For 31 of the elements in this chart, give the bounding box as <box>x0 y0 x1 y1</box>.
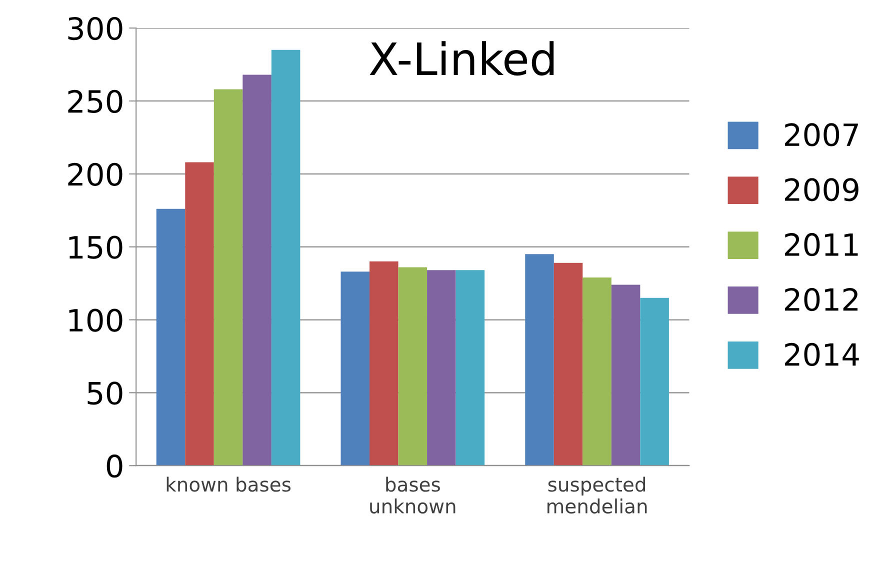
bar <box>582 277 612 466</box>
legend-label: 2007 <box>785 123 858 146</box>
legend-label: 2009 <box>785 178 858 202</box>
legend-label: 2014 <box>785 342 859 366</box>
bar <box>271 50 300 466</box>
bar <box>640 298 669 466</box>
y-tick-label: 100 <box>69 308 122 332</box>
bar <box>525 254 554 466</box>
bar <box>156 208 186 466</box>
bar <box>242 74 272 466</box>
legend-label: 2012 <box>785 288 858 312</box>
bar <box>214 89 243 466</box>
bar <box>427 270 456 466</box>
bar <box>456 270 485 466</box>
bar <box>340 272 370 466</box>
y-tick-label: 50 <box>88 382 122 405</box>
bar <box>185 162 214 466</box>
bar <box>370 261 398 466</box>
chart-title: X-Linked <box>370 41 554 76</box>
x-tick-label: known bases <box>166 476 291 492</box>
y-tick-label: 200 <box>68 162 122 186</box>
bar <box>611 284 640 466</box>
y-tick-label: 150 <box>69 236 122 259</box>
y-tick-label: 0 <box>106 454 122 478</box>
x-tick-label: suspected mendelian <box>548 476 647 514</box>
bar <box>554 262 583 466</box>
legend-label: 2011 <box>785 233 858 256</box>
y-tick-label: 250 <box>68 90 122 114</box>
bar <box>398 267 428 466</box>
x-tick-label: bases unknown <box>370 476 456 514</box>
y-tick-label: 300 <box>68 16 122 40</box>
